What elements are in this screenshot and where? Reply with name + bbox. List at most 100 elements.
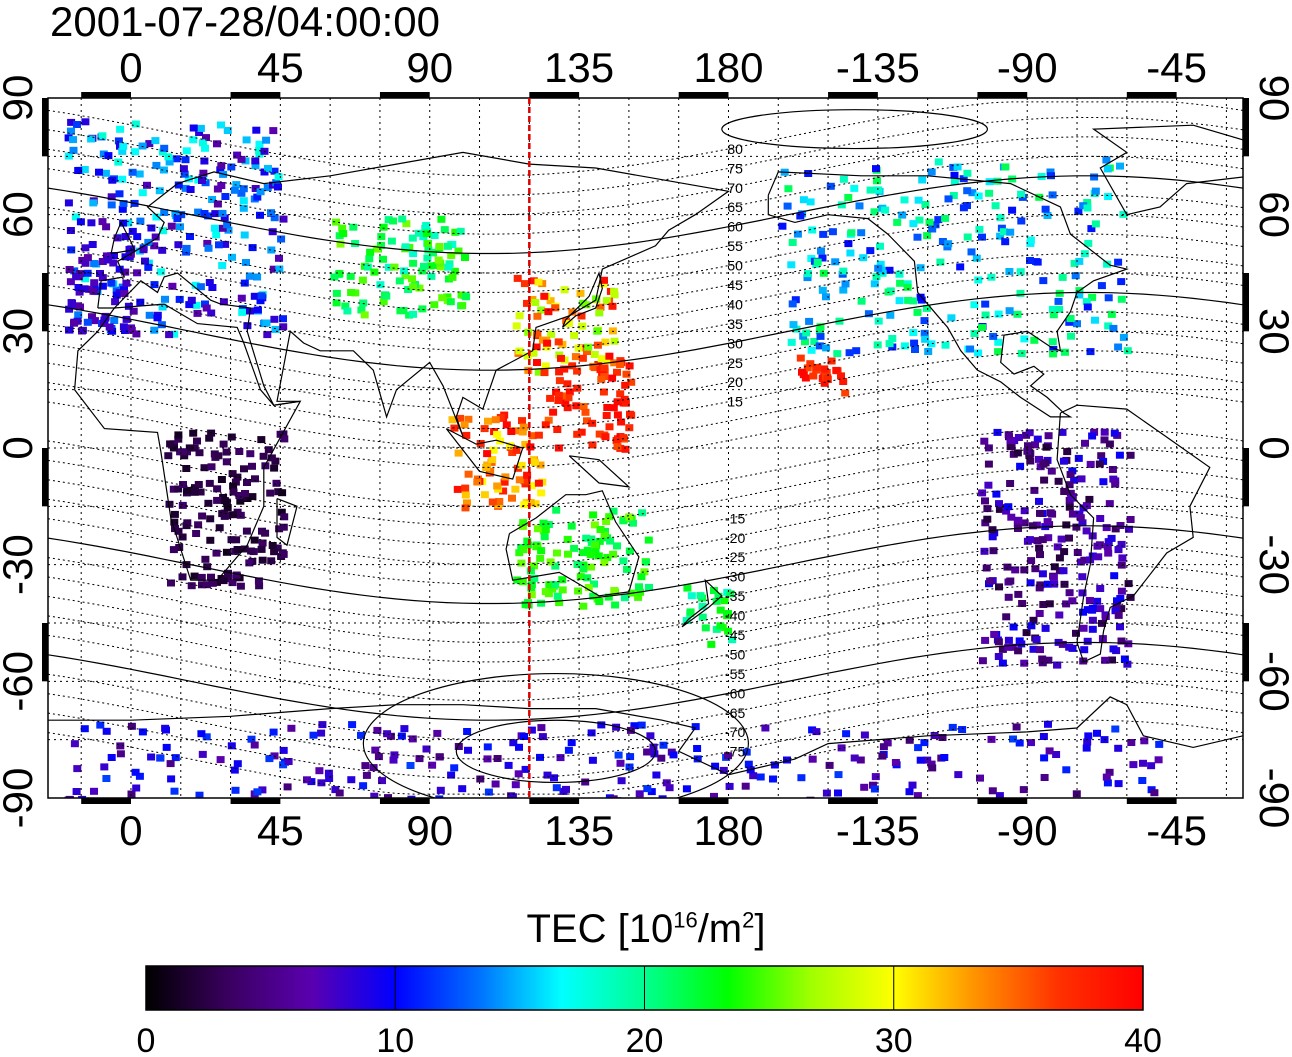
tec-cell <box>183 519 192 527</box>
tec-cell <box>665 784 674 792</box>
tec-cell <box>270 548 279 556</box>
tec-cell <box>488 498 497 506</box>
tec-cell <box>174 241 183 249</box>
tec-cell <box>523 471 532 479</box>
tec-cell <box>430 232 439 239</box>
tec-cell <box>1096 515 1105 522</box>
tec-cell <box>357 306 366 314</box>
tec-cell <box>1065 589 1074 597</box>
tec-cell <box>119 142 128 150</box>
tec-cell <box>1065 481 1074 489</box>
tec-cell <box>712 597 721 605</box>
tec-cell <box>927 340 936 348</box>
tec-cell <box>1033 258 1042 266</box>
tec-cell <box>215 524 224 532</box>
frame-bar <box>828 798 878 804</box>
lon-tick-bottom: 135 <box>544 807 614 854</box>
tec-cell <box>372 245 381 253</box>
tec-cell <box>1096 605 1105 613</box>
tec-cell <box>389 217 398 225</box>
tec-cell <box>101 169 110 177</box>
tec-cell <box>191 281 200 289</box>
tec-cell <box>200 210 209 217</box>
tec-cell <box>181 156 190 164</box>
tec-cell <box>788 239 797 246</box>
tec-cell <box>1013 449 1022 457</box>
tec-cell <box>113 234 122 242</box>
tec-cell <box>940 754 949 761</box>
tec-cell <box>643 748 652 756</box>
tec-cell <box>1004 593 1013 601</box>
tec-cell <box>1114 343 1123 351</box>
tec-cell <box>956 263 965 271</box>
tec-cell <box>599 280 608 288</box>
tec-cell <box>454 449 463 457</box>
tec-cell <box>716 622 725 630</box>
tec-cell <box>793 230 802 238</box>
tec-cell <box>118 147 127 155</box>
tec-cell <box>989 547 998 555</box>
tec-cell <box>834 789 842 797</box>
tec-cell <box>978 324 986 332</box>
tec-cell <box>597 375 606 383</box>
tec-cell <box>536 554 545 562</box>
tec-cell <box>741 782 750 790</box>
tec-cell <box>102 727 111 735</box>
tec-cell <box>567 522 576 530</box>
tec-cell <box>613 443 622 451</box>
tec-cell <box>1117 605 1126 613</box>
tec-cell <box>507 428 516 435</box>
tec-cell <box>197 730 206 738</box>
tec-cell <box>555 599 564 607</box>
tec-cell <box>876 242 884 250</box>
tec-cell <box>787 338 796 346</box>
tec-cell <box>541 526 550 534</box>
tec-cell <box>992 490 1001 498</box>
tec-cell <box>1080 556 1089 564</box>
tec-region-9 <box>778 156 1132 358</box>
tec-cell <box>65 795 74 798</box>
tec-cell <box>996 214 1005 222</box>
tec-cell <box>583 574 592 582</box>
tec-cell <box>207 463 216 471</box>
tec-cell <box>233 760 242 768</box>
tec-cell <box>808 726 817 734</box>
tec-cell <box>174 181 183 189</box>
tec-cell <box>574 344 583 352</box>
tec-cell <box>1016 289 1025 297</box>
tec-cell <box>537 599 546 607</box>
tec-cell <box>257 545 266 553</box>
tec-cell <box>1083 738 1092 746</box>
tec-cell <box>1086 460 1095 468</box>
tec-cell <box>1053 543 1062 551</box>
tec-cell <box>527 584 536 592</box>
colorbar-ticks: 0 10 20 30 40 <box>137 966 1162 1057</box>
tec-cell <box>1093 597 1102 605</box>
tec-cell <box>404 286 413 293</box>
tec-cell <box>527 726 536 734</box>
tec-cell <box>970 301 979 309</box>
tec-cell <box>532 343 541 351</box>
tec-cell <box>609 795 618 798</box>
tec-cell <box>605 513 614 521</box>
tec-cell <box>839 175 848 183</box>
tec-cell <box>104 152 113 160</box>
tec-cell <box>719 766 728 774</box>
tec-cell <box>1012 723 1021 731</box>
tec-cell <box>550 774 558 782</box>
tec-cell <box>1045 747 1054 755</box>
tec-cell <box>83 269 92 277</box>
tec-cell <box>589 511 598 519</box>
tec-cell <box>573 384 582 392</box>
tec-cell <box>369 764 378 772</box>
tec-cell <box>228 579 237 587</box>
tec-cell <box>493 482 502 490</box>
tec-cell <box>131 768 140 776</box>
tec-cell <box>541 421 550 429</box>
contour-label: -50 <box>725 646 745 662</box>
tec-cell <box>1065 318 1074 326</box>
tec-cell <box>1103 779 1112 787</box>
tec-cell <box>841 389 850 397</box>
tec-cell <box>174 431 183 439</box>
tec-cell <box>1015 739 1024 747</box>
